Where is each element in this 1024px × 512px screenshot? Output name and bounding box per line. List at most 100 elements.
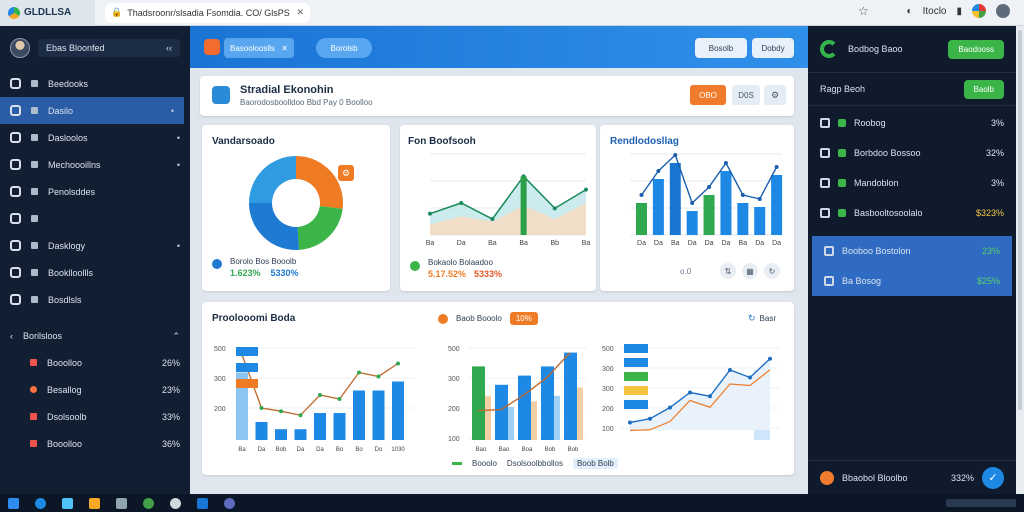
sidebar-stat[interactable]: Besallog 23% xyxy=(0,376,190,403)
value-tag xyxy=(624,358,648,367)
bar xyxy=(652,179,664,235)
line-series xyxy=(629,358,771,424)
filter-icon[interactable]: ⇅ xyxy=(720,263,736,279)
right-panel-title: Bodbog Baoo xyxy=(848,44,903,54)
header-button-2[interactable]: D0S xyxy=(732,85,760,105)
tick-label: Boa xyxy=(522,447,533,453)
sidebar-item-label: Dasklogy xyxy=(48,240,86,251)
sidebar-item[interactable]: Dasilo • xyxy=(0,97,184,124)
scrollbar[interactable] xyxy=(1016,26,1024,494)
sidebar-stat[interactable]: Booolloo 26% xyxy=(0,349,190,376)
row-value: $323% xyxy=(975,208,1004,218)
top-right-button-1[interactable]: Bosolb xyxy=(695,38,747,58)
header-card: Stradial Ekonohin Baorodosboolldoo Bbd P… xyxy=(200,76,794,116)
chip-value[interactable]: 10% xyxy=(509,312,538,325)
top-bar: Basoolooslls ✕ Borolsb Bosolb Dobdy xyxy=(190,26,808,68)
right-panel-button[interactable]: Baodooss xyxy=(948,39,1004,59)
bookmark-icon[interactable]: ▮ xyxy=(956,5,962,17)
right-panel-row[interactable]: Roobog 3% xyxy=(808,108,1016,138)
avatar[interactable] xyxy=(996,4,1010,18)
sidebar-item[interactable]: Bosdlsls xyxy=(0,286,190,313)
donut-badge[interactable]: ⚙ xyxy=(338,165,354,181)
star-icon[interactable]: ☆ xyxy=(858,4,869,18)
right-panel-row[interactable]: Borbdoo Bossoo 32% xyxy=(808,138,1016,168)
nav-bullet-icon xyxy=(31,161,38,168)
tick-label: Da xyxy=(705,240,714,247)
bar-footer: o.0 xyxy=(680,267,692,276)
right-panel: Bodbog Baoo Baodooss Ragp Beoh Baolb Roo… xyxy=(808,26,1016,494)
sidebar-item[interactable]: Beedooks xyxy=(0,70,190,97)
data-point xyxy=(298,413,303,418)
row-value: 3% xyxy=(990,178,1004,188)
top-search-value: Basoolooslls xyxy=(230,43,275,53)
tick-label: Da xyxy=(688,240,697,247)
bar xyxy=(754,207,766,235)
chip-text: Baob Booolo xyxy=(456,314,502,323)
area-card: Fon Boofsooh Ba Da Ba Ba Bb Ba Bokaolo Bolaad… xyxy=(400,125,596,291)
user-avatar[interactable] xyxy=(10,38,30,58)
right-panel-sub-button[interactable]: Baolb xyxy=(963,79,1004,99)
sidebar-item[interactable]: Dasloolos • xyxy=(0,124,190,151)
bar xyxy=(737,203,749,235)
lock-icon: 🔒 xyxy=(111,7,123,17)
home-icon[interactable] xyxy=(204,39,220,55)
app-icon[interactable] xyxy=(170,497,181,509)
section-label: Borilsloos xyxy=(23,331,63,341)
collapse-icon[interactable]: ‹‹ xyxy=(166,43,172,53)
right-panel-row[interactable]: Ba Bosog $25% xyxy=(812,266,1012,296)
grid-icon[interactable]: ▦ xyxy=(742,263,758,279)
area-series-2 xyxy=(430,203,586,235)
y-tick-label: 100 xyxy=(602,426,614,433)
row-value: 3% xyxy=(990,118,1004,128)
bottom-link[interactable]: ↻ Basr xyxy=(748,313,776,324)
header-button-orange[interactable]: OBO xyxy=(690,85,726,105)
user-name-box[interactable]: Ebas Bloonfed ‹‹ xyxy=(38,39,180,57)
data-point xyxy=(648,416,652,421)
close-icon[interactable]: ✕ xyxy=(296,7,304,17)
top-search-input[interactable]: Basoolooslls ✕ xyxy=(224,38,294,58)
top-action-button[interactable]: Borolsb xyxy=(316,38,372,58)
sidebar-stat[interactable]: Dsolsoolb 33% xyxy=(0,403,190,430)
y-tick-label: 300 xyxy=(602,366,614,373)
sidebar-item[interactable]: Booklloollls xyxy=(0,259,190,286)
search-icon[interactable] xyxy=(35,497,46,509)
stat-label: Booolloo xyxy=(47,357,83,368)
legend-dot xyxy=(438,313,448,324)
left-sidebar: Ebas Bloonfed ‹‹ Beedooks Dasilo • Daslo… xyxy=(0,26,190,494)
top-right-button-2[interactable]: Dobdy xyxy=(752,38,794,58)
browser-icon[interactable] xyxy=(143,497,154,509)
chevron-up-icon[interactable]: ⌃ xyxy=(172,330,180,341)
close-icon[interactable]: ✕ xyxy=(281,43,288,53)
y-tick-label: 300 xyxy=(448,376,460,383)
sidebar-item[interactable]: Mechoooillns • xyxy=(0,151,190,178)
mail-icon[interactable] xyxy=(197,497,208,509)
scrollbar-thumb[interactable] xyxy=(1018,30,1022,410)
google-icon[interactable] xyxy=(972,4,986,18)
tick-label: Ba xyxy=(488,240,497,247)
sidebar-section[interactable]: ‹ Borilsloos ⌃ xyxy=(0,323,190,349)
right-panel-row[interactable]: Basbooltosoolalo $323% xyxy=(808,198,1016,228)
sidebar-item[interactable]: Penolsddes xyxy=(0,178,190,205)
settings-icon[interactable]: ⚙ xyxy=(764,85,786,105)
store-icon[interactable] xyxy=(116,497,127,509)
browser-logo[interactable]: GLDLLSA xyxy=(0,0,95,26)
right-panel-row[interactable]: Mandoblon 3% xyxy=(808,168,1016,198)
sidebar-item[interactable]: Dasklogy • xyxy=(0,232,190,259)
donut-legend-values: 1.623% 5330% xyxy=(230,268,299,278)
sidebar-item[interactable] xyxy=(0,205,190,232)
refresh-icon[interactable]: ↻ xyxy=(764,263,780,279)
check-icon[interactable]: ✓ xyxy=(982,466,1004,489)
windows-icon[interactable] xyxy=(8,497,19,509)
footer-value: 332% xyxy=(950,472,974,483)
nav-icon xyxy=(10,240,21,251)
files-icon[interactable] xyxy=(62,497,73,509)
settings-icon[interactable] xyxy=(224,497,235,509)
folder-icon[interactable] xyxy=(89,497,100,509)
stat-label: Besallog xyxy=(47,384,82,395)
legend-dot xyxy=(212,259,222,269)
sidebar-stat[interactable]: Booolloo 36% xyxy=(0,430,190,457)
browser-tab[interactable]: 🔒 Thadsroonr/slsadia Fsomdia. CO/ GlsPS … xyxy=(105,2,310,23)
row-label: Roobog xyxy=(854,118,886,128)
account-icon[interactable]: ◐ xyxy=(906,5,913,17)
right-panel-row[interactable]: Booboo Bostolon 23% xyxy=(812,236,1012,266)
